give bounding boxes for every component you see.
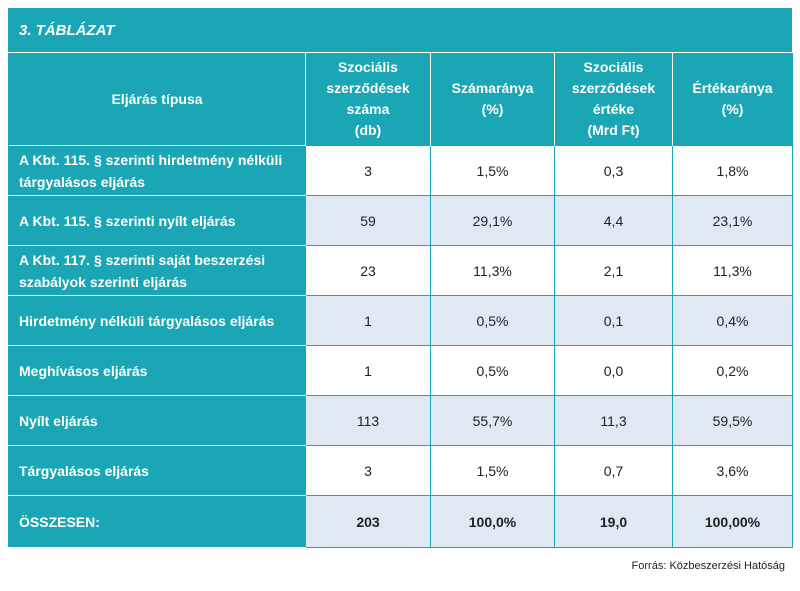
cell-count-share: 11,3% [430, 245, 555, 296]
data-table-container: 3. TÁBLÁZAT Eljárás típusa Szociális sze… [8, 8, 793, 548]
cell-count: 113 [305, 395, 431, 446]
table-row: A Kbt. 115. § szerinti hirdetmény nélkül… [8, 145, 793, 196]
table-caption: 3. TÁBLÁZAT [8, 8, 792, 53]
cell-value: 0,3 [554, 145, 673, 196]
cell-count-share: 1,5% [430, 145, 555, 196]
procedure-table: Eljárás típusa Szociális szerződések szá… [8, 53, 793, 548]
header-contract-value: Szociális szerződések értéke (Mrd Ft) [554, 53, 673, 146]
cell-count: 23 [305, 245, 431, 296]
row-label: A Kbt. 115. § szerinti hirdetmény nélkül… [8, 145, 306, 196]
row-label: Tárgyalásos eljárás [8, 445, 306, 496]
table-row: A Kbt. 115. § szerinti nyílt eljárás 59 … [8, 195, 793, 246]
cell-value-share: 3,6% [672, 445, 793, 496]
total-count: 203 [305, 495, 431, 548]
cell-count: 1 [305, 345, 431, 396]
cell-value: 0,0 [554, 345, 673, 396]
table-row: Meghívásos eljárás 1 0,5% 0,0 0,2% [8, 345, 793, 396]
cell-count-share: 1,5% [430, 445, 555, 496]
table-row: Hirdetmény nélküli tárgyalásos eljárás 1… [8, 295, 793, 346]
source-note: Forrás: Közbeszerzési Hatóság [631, 560, 785, 572]
row-label: Meghívásos eljárás [8, 345, 306, 396]
header-row: Eljárás típusa Szociális szerződések szá… [8, 53, 793, 146]
total-row: ÖSSZESEN: 203 100,0% 19,0 100,00% [8, 495, 793, 548]
cell-value-share: 0,2% [672, 345, 793, 396]
cell-value: 2,1 [554, 245, 673, 296]
cell-value-share: 23,1% [672, 195, 793, 246]
cell-value: 0,7 [554, 445, 673, 496]
cell-value: 0,1 [554, 295, 673, 346]
cell-count: 3 [305, 445, 431, 496]
row-label: Hirdetmény nélküli tárgyalásos eljárás [8, 295, 306, 346]
cell-count-share: 29,1% [430, 195, 555, 246]
header-value-share: Értékaránya (%) [672, 53, 793, 146]
cell-count: 3 [305, 145, 431, 196]
table-row: Nyílt eljárás 113 55,7% 11,3 59,5% [8, 395, 793, 446]
table-row: A Kbt. 117. § szerinti saját beszerzési … [8, 245, 793, 296]
row-label: Nyílt eljárás [8, 395, 306, 446]
cell-value-share: 1,8% [672, 145, 793, 196]
cell-count-share: 0,5% [430, 345, 555, 396]
cell-count: 1 [305, 295, 431, 346]
cell-count-share: 0,5% [430, 295, 555, 346]
cell-value-share: 0,4% [672, 295, 793, 346]
row-label: A Kbt. 117. § szerinti saját beszerzési … [8, 245, 306, 296]
header-procedure-type: Eljárás típusa [8, 53, 306, 146]
header-count-share: Számaránya (%) [430, 53, 555, 146]
cell-count-share: 55,7% [430, 395, 555, 446]
cell-count: 59 [305, 195, 431, 246]
total-value-share: 100,00% [672, 495, 793, 548]
cell-value-share: 11,3% [672, 245, 793, 296]
total-count-share: 100,0% [430, 495, 555, 548]
cell-value: 11,3 [554, 395, 673, 446]
cell-value: 4,4 [554, 195, 673, 246]
header-contract-count: Szociális szerződések száma (db) [305, 53, 431, 146]
total-value: 19,0 [554, 495, 673, 548]
total-label: ÖSSZESEN: [8, 495, 306, 548]
table-row: Tárgyalásos eljárás 3 1,5% 0,7 3,6% [8, 445, 793, 496]
row-label: A Kbt. 115. § szerinti nyílt eljárás [8, 195, 306, 246]
cell-value-share: 59,5% [672, 395, 793, 446]
